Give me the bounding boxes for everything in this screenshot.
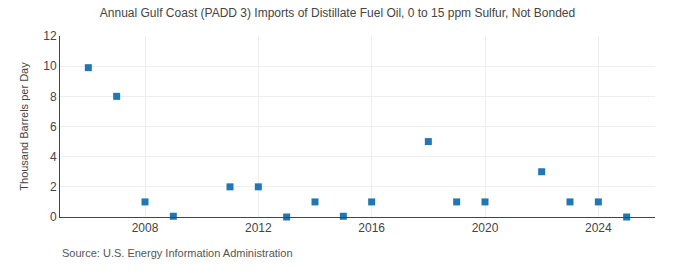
svg-text:6: 6 (50, 120, 57, 134)
svg-text:2008: 2008 (132, 221, 159, 235)
svg-text:0: 0 (50, 210, 57, 224)
svg-text:2024: 2024 (585, 221, 612, 235)
svg-text:2016: 2016 (358, 221, 385, 235)
svg-text:Source: U.S. Energy Informatio: Source: U.S. Energy Information Administ… (62, 247, 293, 259)
svg-text:8: 8 (50, 90, 57, 104)
svg-text:2012: 2012 (245, 221, 272, 235)
svg-text:4: 4 (50, 150, 57, 164)
svg-text:2020: 2020 (472, 221, 499, 235)
svg-text:Thousand Barrels per Day: Thousand Barrels per Day (18, 62, 30, 191)
svg-text:12: 12 (43, 29, 57, 43)
svg-text:10: 10 (43, 59, 57, 73)
svg-text:2: 2 (50, 180, 57, 194)
svg-text:Annual Gulf Coast (PADD 3) Imp: Annual Gulf Coast (PADD 3) Imports of Di… (100, 6, 575, 20)
